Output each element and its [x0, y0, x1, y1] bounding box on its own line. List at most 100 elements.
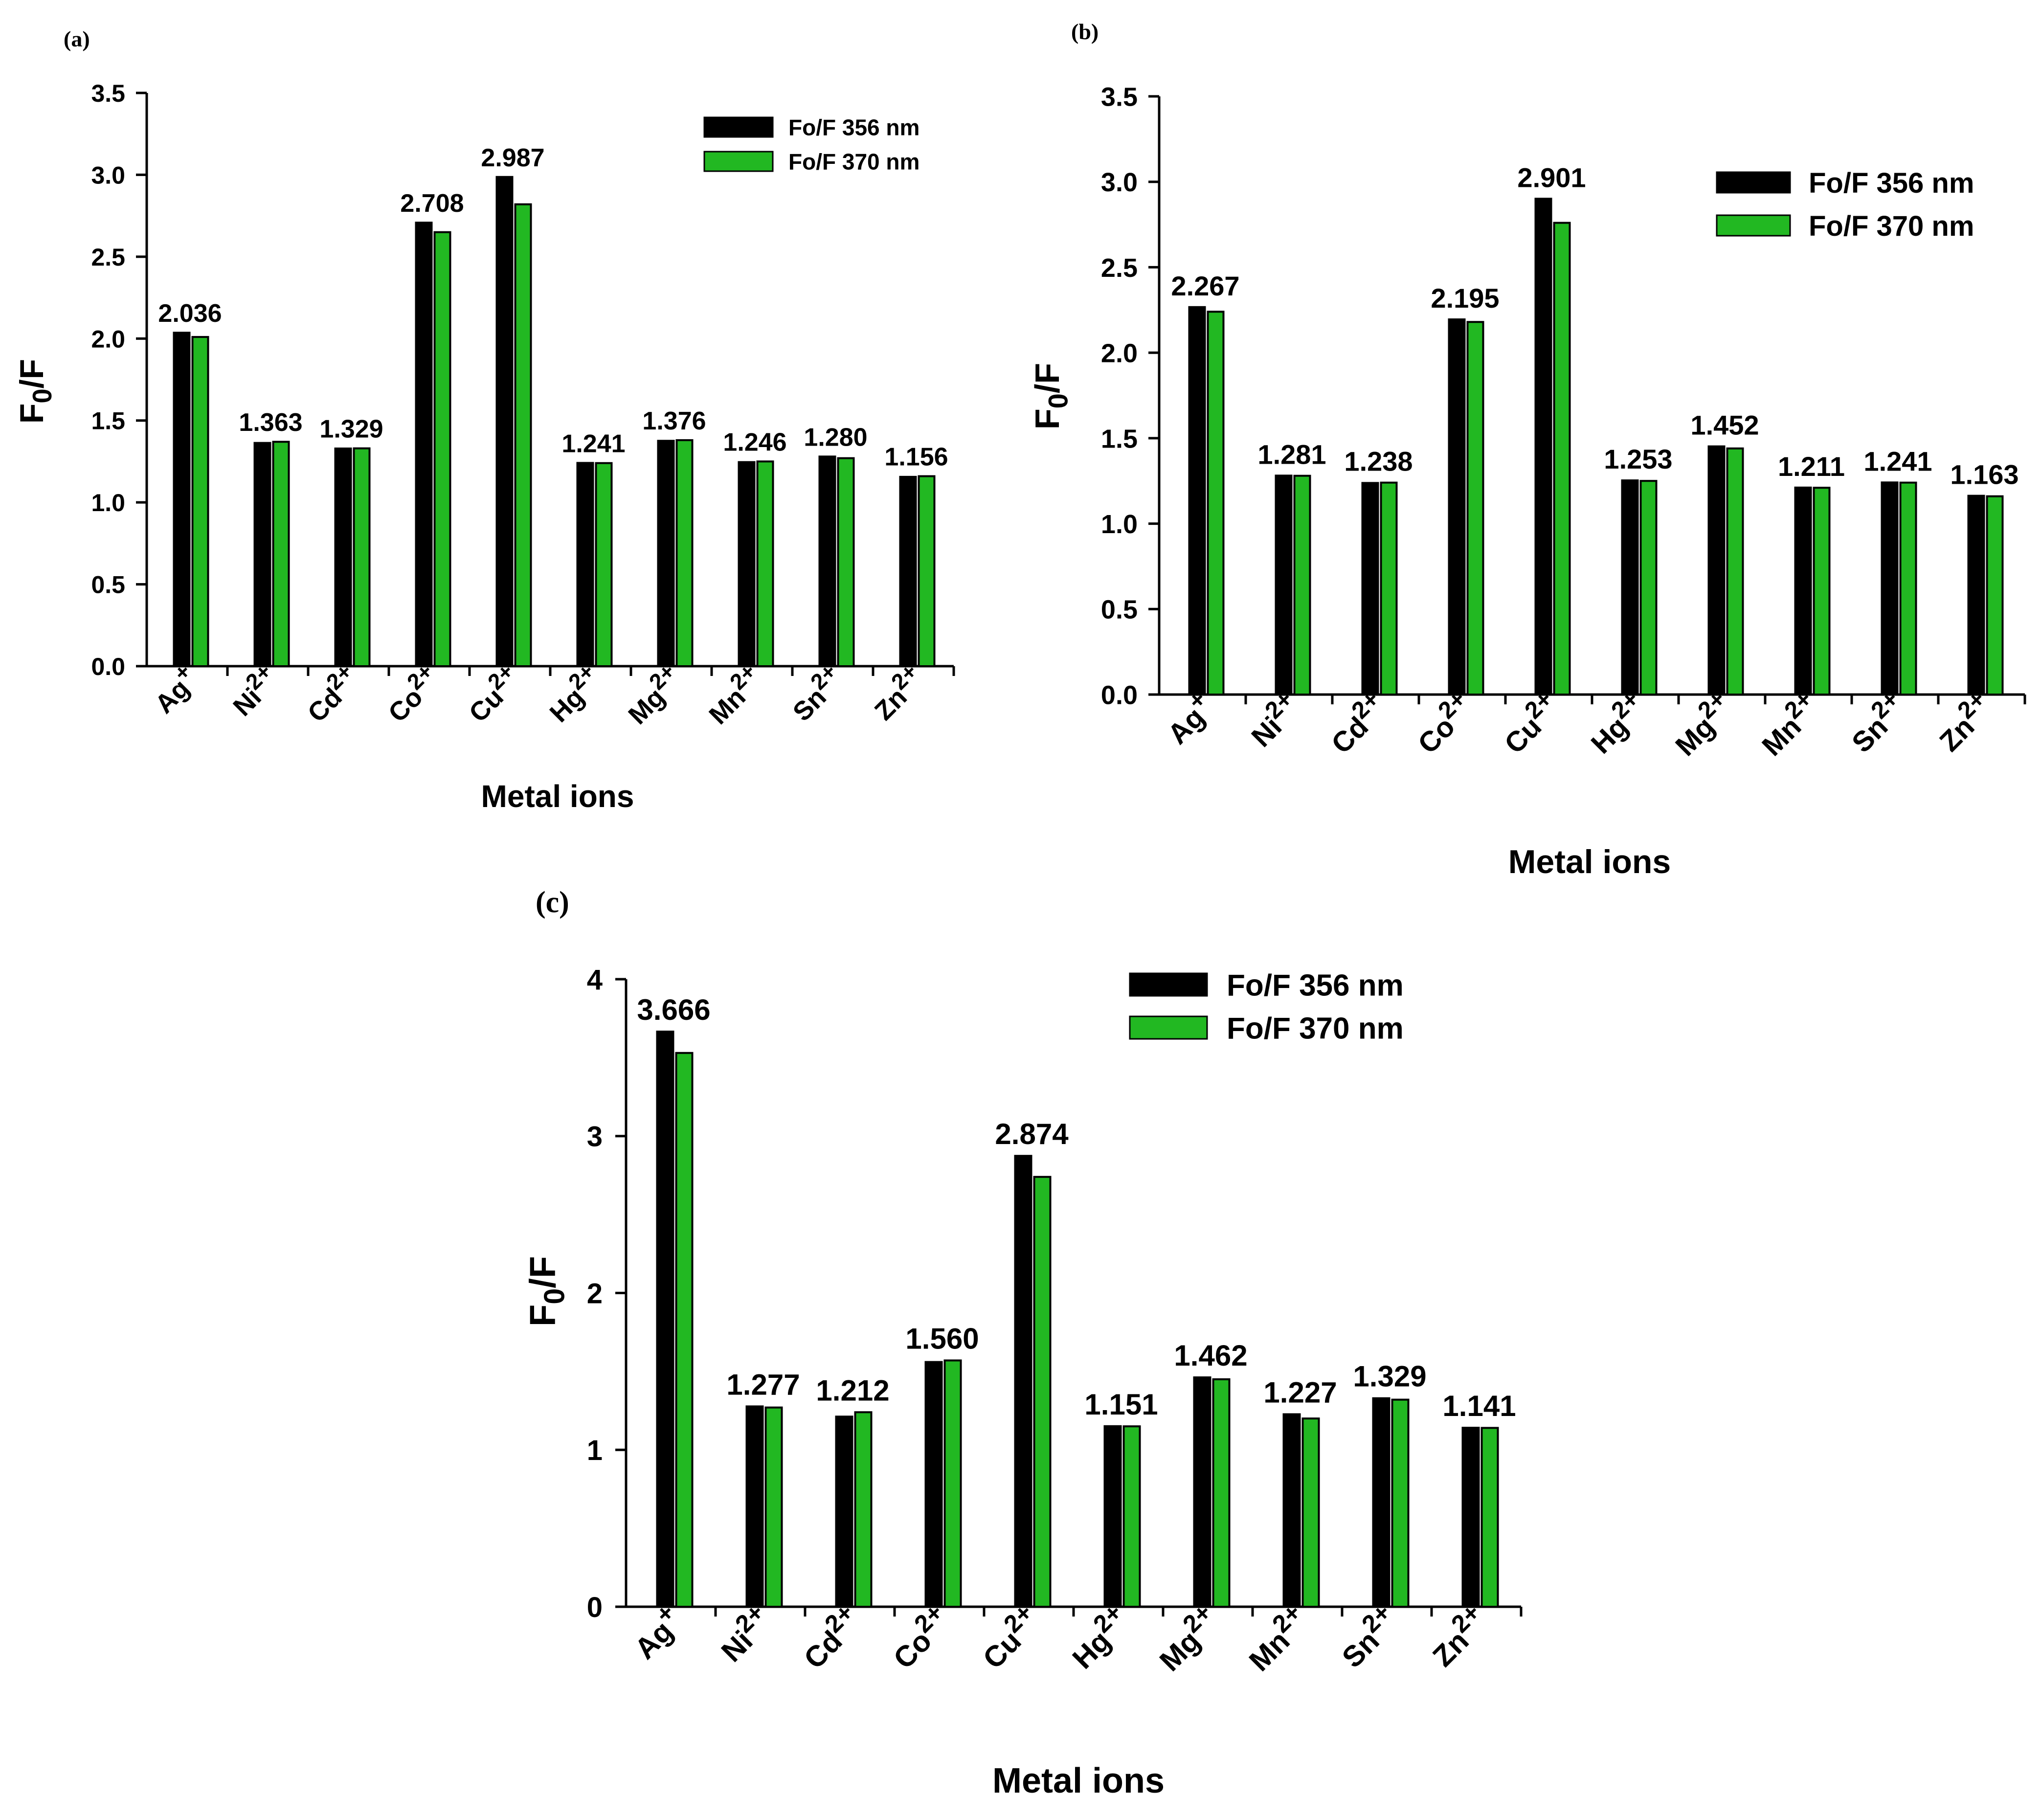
x-category-label: Mn2+: [1237, 1598, 1316, 1678]
bar-370nm: [1391, 1398, 1410, 1608]
y-tick-label: 2: [587, 1278, 603, 1309]
value-label: 1.363: [239, 408, 302, 437]
x-category-label: Cu2+: [1493, 686, 1567, 760]
value-label: 1.227: [1263, 1376, 1337, 1409]
bar-356nm: [1361, 482, 1379, 696]
x-category-label: Cu2+: [970, 1598, 1047, 1675]
x-category-label: Mn2+: [1750, 686, 1827, 763]
y-tick-label: 3.0: [91, 161, 125, 189]
y-tick-label: 0.0: [91, 653, 125, 680]
bar-370nm: [1899, 481, 1917, 696]
bar-370nm: [1986, 495, 2004, 696]
x-category-label: Mn2+: [698, 658, 769, 730]
x-category-label: Mg2+: [1663, 686, 1740, 763]
bar-370nm: [433, 231, 451, 667]
x-category-label: Mg2+: [1147, 1598, 1227, 1678]
bar-370nm: [675, 1052, 694, 1608]
value-label: 2.036: [158, 299, 222, 328]
x-category-label: Cu2+: [458, 658, 527, 728]
bar-356nm: [576, 462, 594, 667]
bar-370nm: [854, 1411, 873, 1608]
bar-356nm: [657, 440, 675, 667]
bar-370nm: [353, 447, 371, 667]
bar-356nm: [1794, 486, 1812, 696]
value-label: 1.211: [1778, 451, 1845, 482]
x-category-label: Ag+: [623, 1598, 690, 1665]
x-category-label: Cd2+: [1320, 686, 1394, 760]
legend: Fo/F 356 nm Fo/F 370 nm: [1129, 968, 1404, 1045]
y-axis-title: F0/F: [1028, 363, 1074, 429]
value-label: 1.462: [1174, 1339, 1247, 1372]
bar-356nm: [924, 1361, 943, 1608]
x-category-label: Ag+: [144, 658, 204, 719]
value-label: 1.156: [884, 443, 948, 472]
bar-370nm: [1122, 1425, 1141, 1608]
x-category-label: Hg2+: [1060, 1598, 1137, 1675]
x-axis-title: Metal ions: [992, 1761, 1165, 1800]
y-tick-label: 4: [587, 964, 603, 996]
bar-356nm: [1193, 1376, 1211, 1608]
bar-370nm: [918, 475, 936, 668]
bar-370nm: [191, 336, 209, 667]
bar-356nm: [173, 332, 191, 667]
bar-356nm: [818, 455, 836, 668]
value-label: 1.141: [1442, 1390, 1516, 1422]
panel-label: (b): [1071, 19, 1099, 44]
y-tick-label: 3: [587, 1121, 603, 1153]
bar-370nm: [1639, 480, 1658, 696]
y-axis-title-main: F: [522, 1304, 563, 1326]
legend-label-356nm: Fo/F 356 nm: [1809, 167, 1974, 199]
value-label: 1.329: [319, 415, 383, 444]
value-label: 1.212: [816, 1374, 889, 1407]
value-label: 3.666: [637, 993, 710, 1026]
bar-356nm: [1282, 1413, 1301, 1608]
bar-370nm: [1466, 321, 1484, 696]
value-label: 1.560: [905, 1322, 979, 1355]
bar-356nm: [745, 1405, 764, 1608]
legend-label-370nm: Fo/F 370 nm: [1809, 210, 1974, 242]
bar-356nm: [899, 475, 917, 667]
y-tick-label: 2.0: [1101, 339, 1138, 368]
y-axis-title-subscript: 0: [27, 388, 57, 403]
legend-swatch-370nm: [1716, 214, 1791, 237]
bar-356nm: [415, 222, 433, 667]
x-category-label: Cd2+: [791, 1598, 868, 1675]
value-label: 1.329: [1353, 1360, 1426, 1393]
bar-370nm: [1553, 222, 1571, 696]
legend: Fo/F 356 nm Fo/F 370 nm: [1716, 167, 1974, 242]
bar-370nm: [1480, 1427, 1499, 1608]
y-tick-label: 1.0: [91, 489, 125, 517]
bar-356nm: [253, 442, 271, 667]
x-category-label: Ni2+: [222, 658, 285, 721]
value-label: 1.163: [1950, 459, 2019, 490]
bar-356nm: [1967, 494, 1985, 696]
legend-label-356nm: Fo/F 356 nm: [1227, 968, 1404, 1002]
bar-370nm: [514, 203, 532, 667]
y-axis-title-rest: /F: [13, 359, 50, 388]
y-tick-label: 3.5: [1101, 82, 1138, 112]
legend-label-370nm: Fo/F 370 nm: [788, 149, 920, 175]
x-category-label: Co2+: [1406, 686, 1480, 760]
legend-swatch-370nm: [703, 151, 774, 172]
value-label: 1.238: [1344, 446, 1413, 477]
bar-356nm: [1188, 306, 1206, 696]
value-label: 1.241: [1863, 446, 1932, 476]
bar-370nm: [1207, 311, 1225, 696]
value-label: 1.376: [642, 407, 706, 435]
bar-356nm: [835, 1416, 853, 1608]
bar-356nm: [738, 461, 756, 667]
legend-swatch-370nm: [1129, 1015, 1208, 1040]
bar-356nm: [1707, 445, 1726, 696]
bar-356nm: [1275, 474, 1293, 696]
bar-370nm: [1293, 474, 1311, 696]
bar-370nm: [595, 462, 613, 668]
y-axis-title-rest: /F: [522, 1256, 563, 1288]
bar-370nm: [1033, 1176, 1052, 1608]
bar-356nm: [1014, 1155, 1032, 1608]
y-tick-label: 1.0: [1101, 510, 1138, 539]
panel-label: (c): [536, 886, 569, 919]
y-axis-title-subscript: 0: [538, 1288, 571, 1304]
legend: Fo/F 356 nm Fo/F 370 nm: [703, 115, 920, 175]
value-label: 1.452: [1690, 410, 1759, 441]
